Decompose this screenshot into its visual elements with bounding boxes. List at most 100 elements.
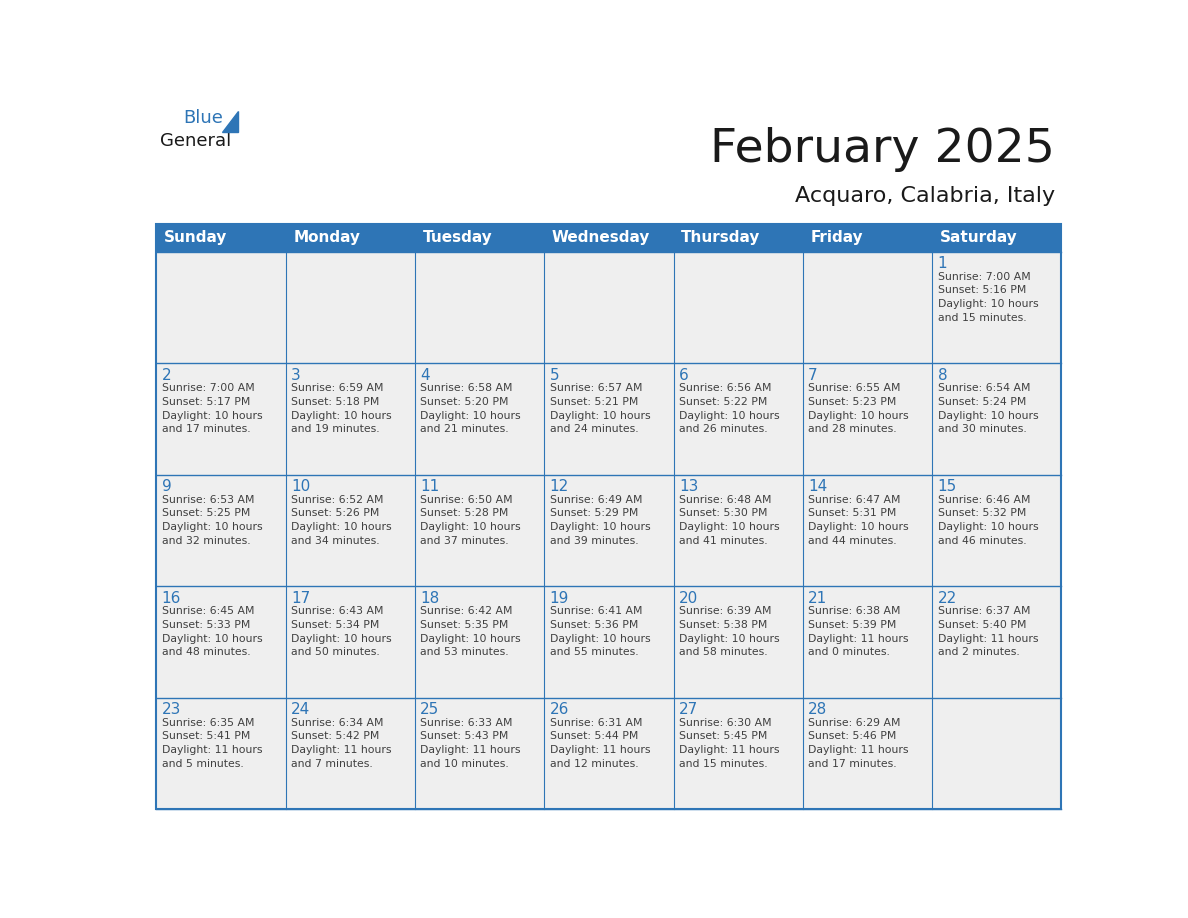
Text: 8: 8 [937, 368, 947, 383]
Text: Sunrise: 6:53 AM
Sunset: 5:25 PM
Daylight: 10 hours
and 32 minutes.: Sunrise: 6:53 AM Sunset: 5:25 PM Dayligh… [162, 495, 263, 545]
Text: Monday: Monday [293, 230, 360, 245]
Bar [157, 698, 285, 810]
Text: 21: 21 [808, 591, 828, 606]
Bar [933, 475, 1061, 587]
Text: Sunrise: 7:00 AM
Sunset: 5:17 PM
Daylight: 10 hours
and 17 minutes.: Sunrise: 7:00 AM Sunset: 5:17 PM Dayligh… [162, 384, 263, 434]
Text: 25: 25 [421, 702, 440, 718]
Bar [415, 698, 544, 810]
Text: 19: 19 [550, 591, 569, 606]
Bar [933, 698, 1061, 810]
Text: 20: 20 [678, 591, 699, 606]
Text: Sunrise: 6:29 AM
Sunset: 5:46 PM
Daylight: 11 hours
and 17 minutes.: Sunrise: 6:29 AM Sunset: 5:46 PM Dayligh… [808, 718, 909, 768]
Text: 26: 26 [550, 702, 569, 718]
Text: 1: 1 [937, 256, 947, 272]
Text: 2: 2 [162, 368, 171, 383]
Text: Sunrise: 6:48 AM
Sunset: 5:30 PM
Daylight: 10 hours
and 41 minutes.: Sunrise: 6:48 AM Sunset: 5:30 PM Dayligh… [678, 495, 779, 545]
Text: Saturday: Saturday [940, 230, 1018, 245]
Text: Sunrise: 6:38 AM
Sunset: 5:39 PM
Daylight: 11 hours
and 0 minutes.: Sunrise: 6:38 AM Sunset: 5:39 PM Dayligh… [808, 607, 909, 657]
Text: Friday: Friday [810, 230, 864, 245]
Bar [285, 252, 415, 364]
Bar [803, 252, 933, 364]
Text: Sunrise: 6:41 AM
Sunset: 5:36 PM
Daylight: 10 hours
and 55 minutes.: Sunrise: 6:41 AM Sunset: 5:36 PM Dayligh… [550, 607, 650, 657]
Text: 16: 16 [162, 591, 181, 606]
Text: 24: 24 [291, 702, 310, 718]
Text: 17: 17 [291, 591, 310, 606]
Bar [157, 364, 285, 475]
Bar [674, 252, 803, 364]
Bar [285, 475, 415, 587]
Text: Sunrise: 6:59 AM
Sunset: 5:18 PM
Daylight: 10 hours
and 19 minutes.: Sunrise: 6:59 AM Sunset: 5:18 PM Dayligh… [291, 384, 392, 434]
Bar [544, 252, 674, 364]
Text: Sunrise: 6:42 AM
Sunset: 5:35 PM
Daylight: 10 hours
and 53 minutes.: Sunrise: 6:42 AM Sunset: 5:35 PM Dayligh… [421, 607, 520, 657]
Text: Sunrise: 6:47 AM
Sunset: 5:31 PM
Daylight: 10 hours
and 44 minutes.: Sunrise: 6:47 AM Sunset: 5:31 PM Dayligh… [808, 495, 909, 545]
Text: Sunrise: 6:49 AM
Sunset: 5:29 PM
Daylight: 10 hours
and 39 minutes.: Sunrise: 6:49 AM Sunset: 5:29 PM Dayligh… [550, 495, 650, 545]
Text: Sunrise: 6:30 AM
Sunset: 5:45 PM
Daylight: 11 hours
and 15 minutes.: Sunrise: 6:30 AM Sunset: 5:45 PM Dayligh… [678, 718, 779, 768]
Bar [674, 475, 803, 587]
Text: Sunrise: 6:37 AM
Sunset: 5:40 PM
Daylight: 11 hours
and 2 minutes.: Sunrise: 6:37 AM Sunset: 5:40 PM Dayligh… [937, 607, 1038, 657]
Bar [415, 475, 544, 587]
Bar [933, 364, 1061, 475]
Text: Sunrise: 6:35 AM
Sunset: 5:41 PM
Daylight: 11 hours
and 5 minutes.: Sunrise: 6:35 AM Sunset: 5:41 PM Dayligh… [162, 718, 263, 768]
Bar [544, 364, 674, 475]
Text: 23: 23 [162, 702, 181, 718]
Text: Sunrise: 6:33 AM
Sunset: 5:43 PM
Daylight: 11 hours
and 10 minutes.: Sunrise: 6:33 AM Sunset: 5:43 PM Dayligh… [421, 718, 520, 768]
Bar [285, 698, 415, 810]
Bar [674, 364, 803, 475]
Text: Sunrise: 6:56 AM
Sunset: 5:22 PM
Daylight: 10 hours
and 26 minutes.: Sunrise: 6:56 AM Sunset: 5:22 PM Dayligh… [678, 384, 779, 434]
Bar [415, 252, 544, 364]
Text: 15: 15 [937, 479, 956, 495]
Bar [157, 252, 285, 364]
Text: Sunrise: 6:46 AM
Sunset: 5:32 PM
Daylight: 10 hours
and 46 minutes.: Sunrise: 6:46 AM Sunset: 5:32 PM Dayligh… [937, 495, 1038, 545]
Bar [415, 587, 544, 698]
Text: Sunrise: 6:54 AM
Sunset: 5:24 PM
Daylight: 10 hours
and 30 minutes.: Sunrise: 6:54 AM Sunset: 5:24 PM Dayligh… [937, 384, 1038, 434]
Text: Blue: Blue [183, 108, 223, 127]
Text: Sunrise: 6:52 AM
Sunset: 5:26 PM
Daylight: 10 hours
and 34 minutes.: Sunrise: 6:52 AM Sunset: 5:26 PM Dayligh… [291, 495, 392, 545]
Text: 7: 7 [808, 368, 817, 383]
Text: 12: 12 [550, 479, 569, 495]
Text: 11: 11 [421, 479, 440, 495]
Text: Sunrise: 6:34 AM
Sunset: 5:42 PM
Daylight: 11 hours
and 7 minutes.: Sunrise: 6:34 AM Sunset: 5:42 PM Dayligh… [291, 718, 392, 768]
Text: Sunrise: 6:31 AM
Sunset: 5:44 PM
Daylight: 11 hours
and 12 minutes.: Sunrise: 6:31 AM Sunset: 5:44 PM Dayligh… [550, 718, 650, 768]
Bar [544, 698, 674, 810]
Text: Sunrise: 6:39 AM
Sunset: 5:38 PM
Daylight: 10 hours
and 58 minutes.: Sunrise: 6:39 AM Sunset: 5:38 PM Dayligh… [678, 607, 779, 657]
Bar [157, 224, 1061, 252]
Bar [803, 364, 933, 475]
Text: Sunrise: 6:50 AM
Sunset: 5:28 PM
Daylight: 10 hours
and 37 minutes.: Sunrise: 6:50 AM Sunset: 5:28 PM Dayligh… [421, 495, 520, 545]
Text: 22: 22 [937, 591, 956, 606]
Bar [157, 224, 1061, 810]
Bar [803, 587, 933, 698]
Text: 27: 27 [678, 702, 699, 718]
Bar [933, 252, 1061, 364]
Text: 13: 13 [678, 479, 699, 495]
Text: February 2025: February 2025 [710, 127, 1055, 172]
Text: Sunday: Sunday [164, 230, 227, 245]
Text: 3: 3 [291, 368, 301, 383]
Text: 10: 10 [291, 479, 310, 495]
Text: 28: 28 [808, 702, 828, 718]
Text: Tuesday: Tuesday [423, 230, 492, 245]
Text: Sunrise: 7:00 AM
Sunset: 5:16 PM
Daylight: 10 hours
and 15 minutes.: Sunrise: 7:00 AM Sunset: 5:16 PM Dayligh… [937, 272, 1038, 322]
Bar [803, 698, 933, 810]
Text: Sunrise: 6:45 AM
Sunset: 5:33 PM
Daylight: 10 hours
and 48 minutes.: Sunrise: 6:45 AM Sunset: 5:33 PM Dayligh… [162, 607, 263, 657]
Text: Sunrise: 6:57 AM
Sunset: 5:21 PM
Daylight: 10 hours
and 24 minutes.: Sunrise: 6:57 AM Sunset: 5:21 PM Dayligh… [550, 384, 650, 434]
Text: Thursday: Thursday [681, 230, 760, 245]
Text: Sunrise: 6:43 AM
Sunset: 5:34 PM
Daylight: 10 hours
and 50 minutes.: Sunrise: 6:43 AM Sunset: 5:34 PM Dayligh… [291, 607, 392, 657]
Text: 18: 18 [421, 591, 440, 606]
Text: Acquaro, Calabria, Italy: Acquaro, Calabria, Italy [795, 185, 1055, 206]
Bar [285, 587, 415, 698]
Bar [933, 587, 1061, 698]
Text: 14: 14 [808, 479, 828, 495]
Bar [674, 587, 803, 698]
Bar [285, 364, 415, 475]
Text: Sunrise: 6:55 AM
Sunset: 5:23 PM
Daylight: 10 hours
and 28 minutes.: Sunrise: 6:55 AM Sunset: 5:23 PM Dayligh… [808, 384, 909, 434]
Text: Wednesday: Wednesday [552, 230, 650, 245]
Text: 9: 9 [162, 479, 171, 495]
Bar [544, 587, 674, 698]
Text: General: General [160, 131, 232, 150]
Bar [674, 698, 803, 810]
Bar [415, 364, 544, 475]
Text: Sunrise: 6:58 AM
Sunset: 5:20 PM
Daylight: 10 hours
and 21 minutes.: Sunrise: 6:58 AM Sunset: 5:20 PM Dayligh… [421, 384, 520, 434]
Text: 5: 5 [550, 368, 560, 383]
Bar [803, 475, 933, 587]
Bar [157, 475, 285, 587]
